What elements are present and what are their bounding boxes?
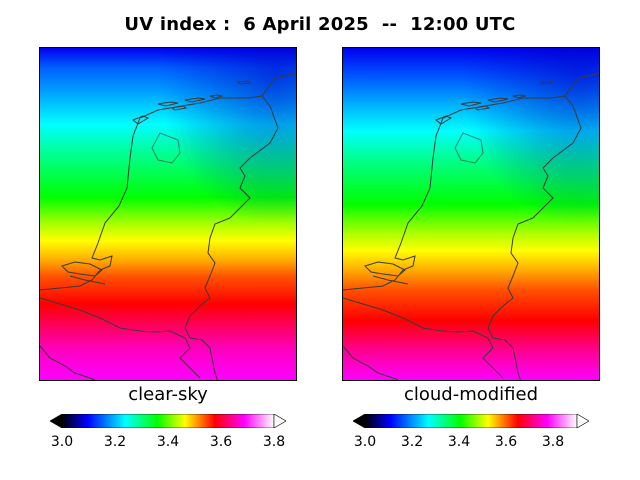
island-6 — [170, 105, 188, 111]
colorbar-gradient — [364, 414, 578, 428]
colorbar-tick-label: 3.6 — [209, 434, 233, 450]
colorbar-tick-label: 3.0 — [353, 434, 377, 450]
map-panel-clear-sky — [39, 47, 297, 381]
island-2 — [460, 101, 482, 107]
colorbar-cloud-modified — [353, 414, 589, 428]
island-3 — [487, 97, 509, 103]
border-south — [343, 297, 504, 379]
island-6 — [473, 105, 491, 111]
extend-high-arrow — [273, 414, 286, 428]
extend-low-arrow — [50, 414, 63, 428]
island-2 — [157, 101, 179, 107]
coastline-overlay — [343, 72, 599, 380]
coastline-mainland — [40, 72, 296, 291]
colorbar-tick-label: 3.2 — [400, 434, 424, 450]
panel-label-cloud-modified: cloud-modified — [403, 384, 539, 405]
colorbar-tick-label: 3.0 — [50, 434, 74, 450]
border-east — [184, 95, 279, 380]
island-4 — [512, 94, 527, 99]
colorbar-tick-label: 3.8 — [262, 434, 286, 450]
island-3 — [184, 97, 206, 103]
estuary-north — [69, 275, 106, 285]
coastline-mainland — [343, 72, 599, 291]
river-delta — [364, 261, 406, 277]
map-title: UV index : 6 April 2025 -- 12:00 UTC — [124, 14, 516, 35]
uv-field-shade — [343, 48, 599, 380]
island-4 — [209, 94, 224, 99]
colorbar-gradient — [61, 414, 275, 428]
colorbar-tick-label: 3.2 — [103, 434, 127, 450]
colorbar-tick-label: 3.8 — [541, 434, 565, 450]
colorbar-tick-label: 3.4 — [156, 434, 180, 450]
extend-high-arrow — [576, 414, 589, 428]
border-east — [487, 95, 582, 380]
uv-field-shade — [40, 48, 296, 380]
colorbar-tick-label: 3.4 — [447, 434, 471, 450]
south-region-outline — [343, 345, 400, 380]
lake-ijssel — [454, 132, 484, 164]
panel-label-clear-sky: clear-sky — [128, 384, 208, 405]
island-1 — [435, 115, 453, 125]
island-5 — [539, 80, 555, 85]
border-south — [40, 297, 201, 379]
extend-low-arrow — [353, 414, 366, 428]
island-5 — [236, 80, 252, 85]
south-region-outline — [40, 345, 97, 380]
island-1 — [132, 115, 150, 125]
coastline-overlay — [40, 72, 296, 380]
map-panel-cloud-modified — [342, 47, 600, 381]
colorbar-clear-sky — [50, 414, 286, 428]
colorbar-tick-label: 3.6 — [494, 434, 518, 450]
lake-ijssel — [151, 132, 181, 164]
estuary-north — [372, 275, 409, 285]
river-delta — [61, 261, 103, 277]
